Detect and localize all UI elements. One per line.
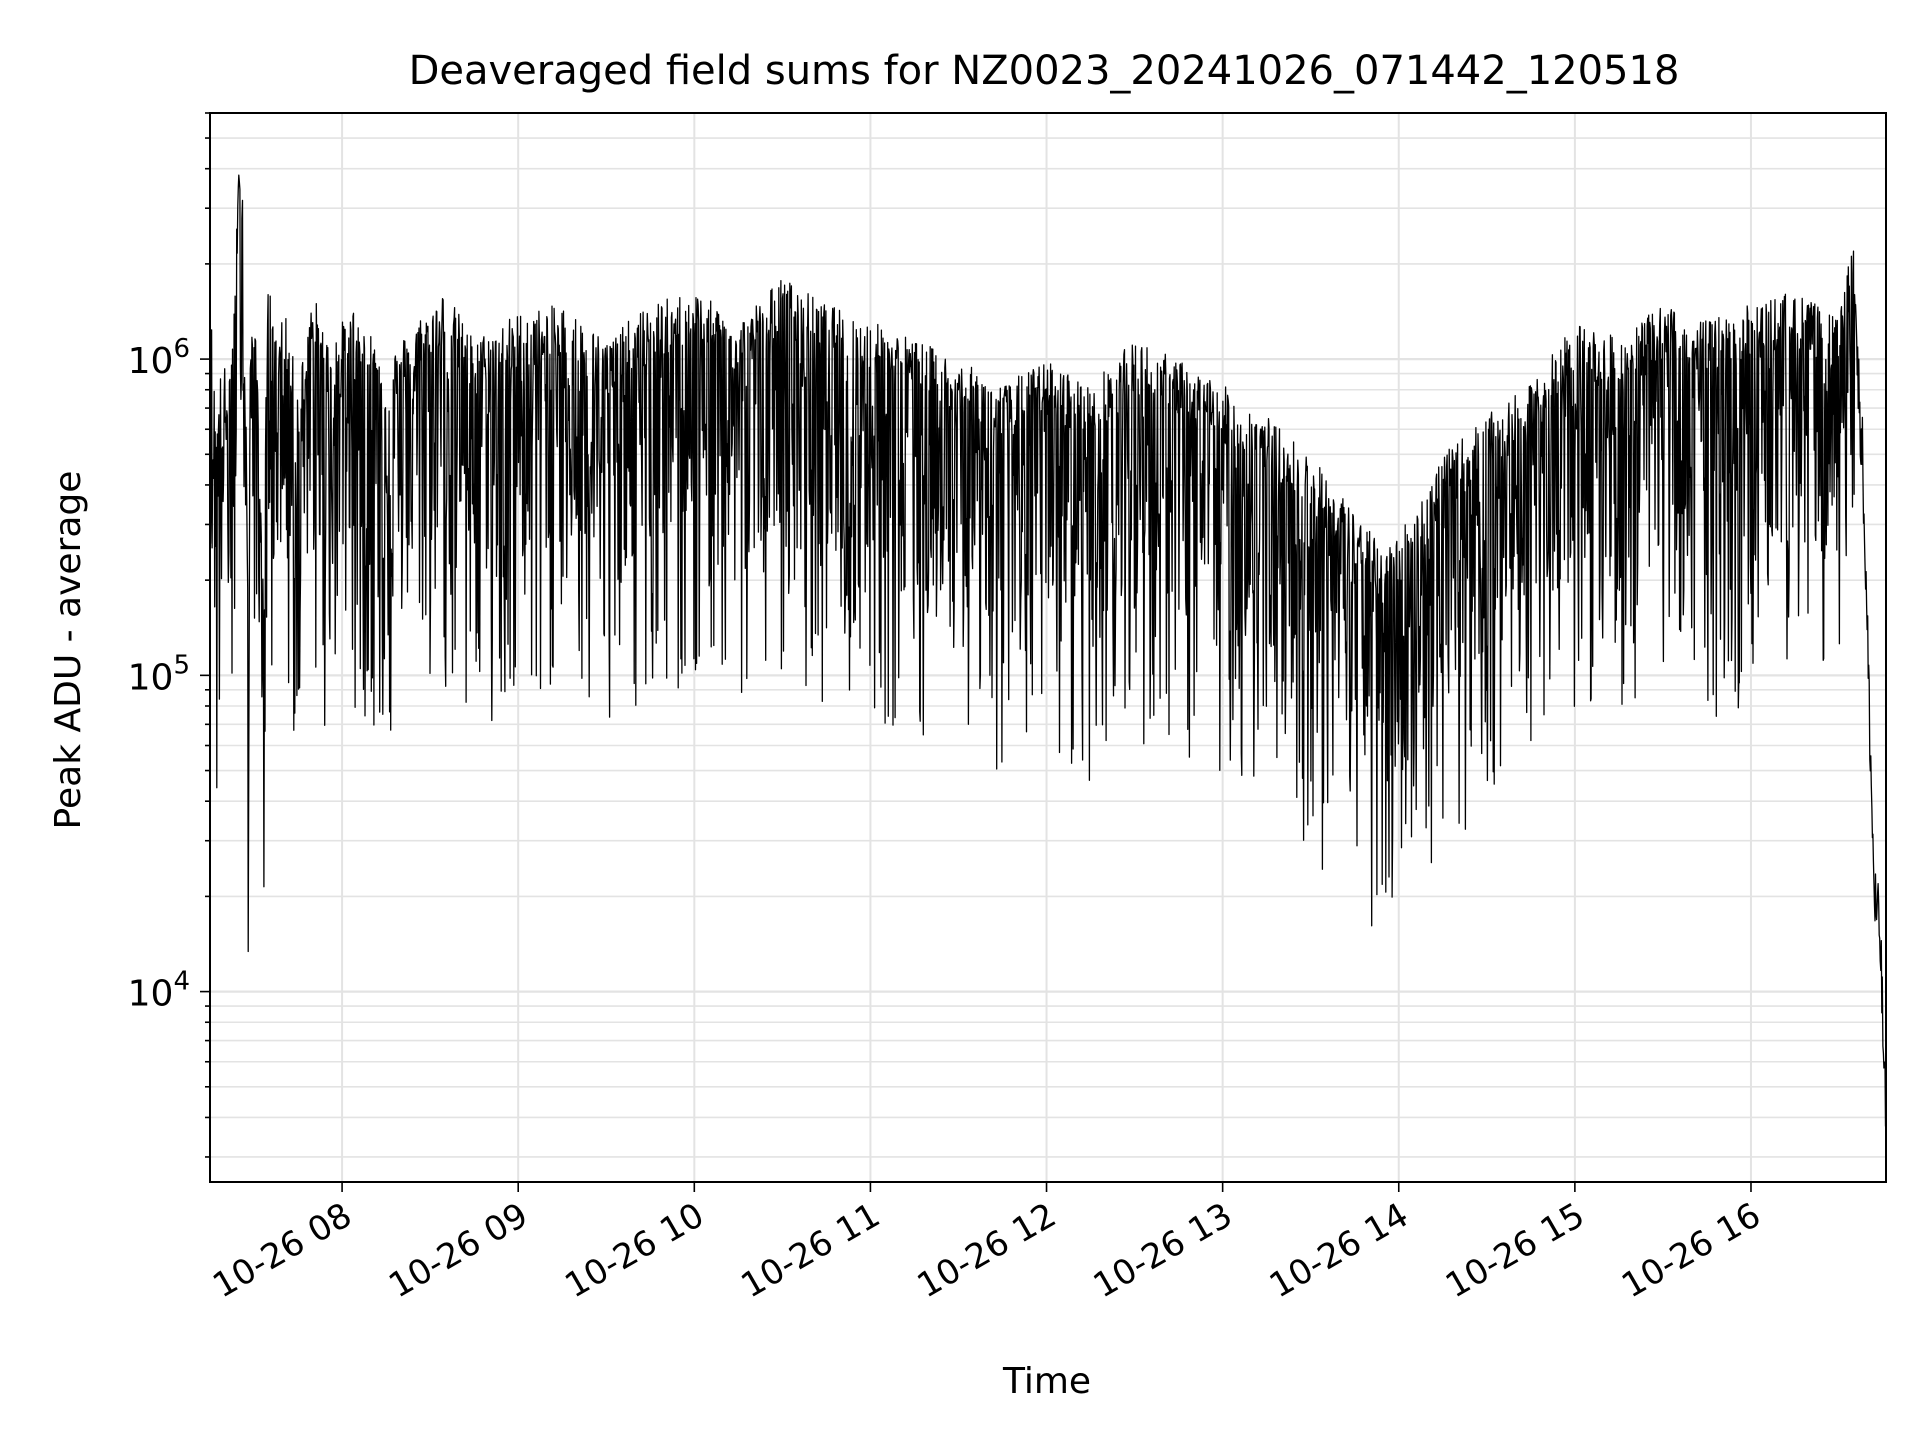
y-tick-label: 104 [128,967,190,1015]
chart-title: Deaveraged field sums for NZ0023_2024102… [409,48,1680,94]
y-axis-label: Peak ADU - average [48,471,89,830]
y-tick-label-exponent: 5 [173,650,190,680]
plot-area [209,174,1887,1127]
y-tick-label-base: 10 [128,974,174,1015]
y-tick-label-base: 10 [128,657,174,698]
y-tick-label-base: 10 [128,341,174,382]
plot-frame [209,112,1887,1183]
y-tick-label-exponent: 6 [173,334,190,364]
series-line [209,174,1887,1127]
y-tick-label: 106 [128,334,190,382]
x-axis-label: Time [1002,1361,1091,1402]
y-tick-label: 105 [128,650,190,698]
y-tick-label-exponent: 4 [173,967,190,997]
